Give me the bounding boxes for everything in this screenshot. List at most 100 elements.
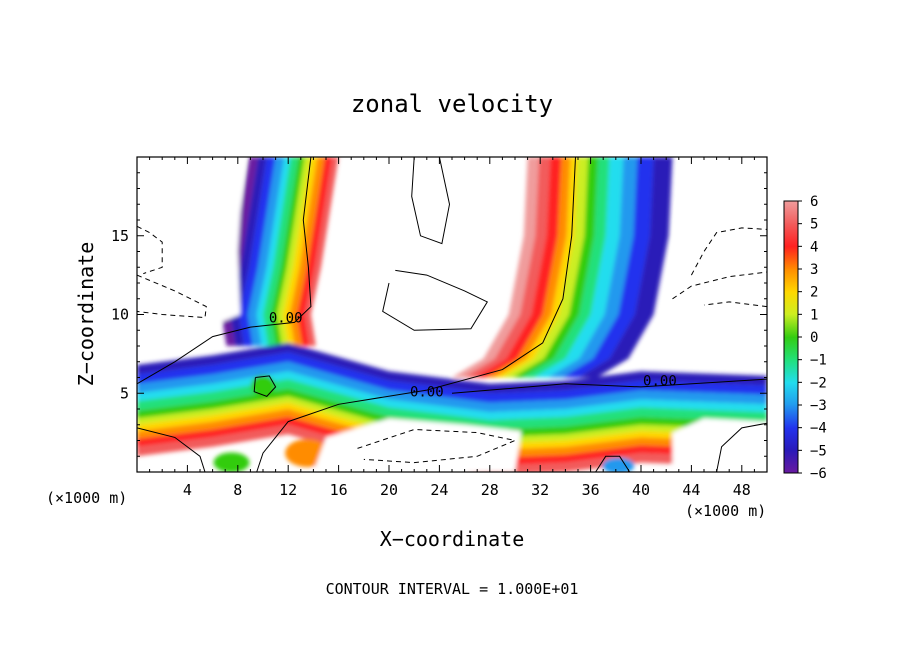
colorbar-tick-label: −5 [810,443,827,459]
layer-band [137,379,767,430]
left-plume-band [263,157,299,346]
colorbar-tick-label: −3 [810,398,827,414]
colorbar-segment [784,405,798,429]
chart-title: zonal velocity [351,90,553,118]
colorbar-segment [784,359,798,383]
left-plume-band [270,157,305,346]
colorbar-segment [784,291,798,315]
green-blob-bottom [213,452,250,472]
right-plume-band [486,157,571,378]
contour-solid [256,157,576,472]
right-plume-band [578,157,673,378]
left-plume-band [283,157,318,346]
x-tick-label: 12 [279,481,297,499]
colorbar-segment [784,314,798,338]
colorbar-tick-label: 6 [810,194,818,210]
left-plume-band [239,157,276,346]
x-tick-label: 16 [330,481,348,499]
contour-label: 0.00 [643,373,677,389]
colorbar: 6 5 4 3 2 1 0 −1 −2 −3 −4 −5 −6 [783,194,827,482]
right-plume-band [502,157,589,378]
right-plume-band [463,157,551,378]
green-blob [251,375,275,396]
colorbar-tick-label: 4 [810,239,818,255]
layer-band [137,409,767,458]
right-plume-band [533,157,624,378]
contour-solid [253,375,277,397]
x-tick-label: 24 [430,481,448,499]
contour-dashed [690,227,767,276]
layer-band [137,388,767,438]
x-tick-label: 48 [733,481,751,499]
y-tick-label: 15 [111,227,129,245]
colorbar-segment [784,382,798,406]
x-tick-label: 36 [582,481,600,499]
colorbar-tick-label: −2 [810,375,827,391]
contour-solid [595,455,631,472]
contour-solid [137,427,206,472]
contour-labels: 0.00 0.00 0.00 [269,310,677,400]
zero-region [344,157,515,339]
x-tick-label: 4 [183,481,192,499]
y-tick-label: 5 [120,384,129,402]
contour-solid [451,378,767,394]
colorbar-segment [784,269,798,293]
left-plume-band [297,157,333,346]
colorbar-tick-label: 0 [810,330,818,346]
right-plume-band [494,157,578,378]
velocity-field [137,157,767,472]
x-tick-label: 40 [632,481,650,499]
colorbar-segment [784,427,798,451]
colorbar-tick-label: 5 [810,217,818,233]
layer-band [137,342,767,394]
colorbar-segment [784,246,798,270]
x-tick-label: 32 [531,481,549,499]
colorbar-segment [784,223,798,247]
contour-solid [382,269,489,331]
right-plume-band [522,157,610,378]
layer-band [137,402,767,450]
zero-region [672,157,767,346]
contour-interval-footer: CONTOUR INTERVAL = 1.000E+01 [326,580,579,598]
colorbar-segment [784,337,798,361]
contour-label: 0.00 [410,384,444,400]
contour-label: 0.00 [269,310,303,326]
contour-solid [137,157,312,385]
colorbar-tick-label: 1 [810,307,818,323]
layer-band [137,396,767,444]
contour-dashed [357,428,517,464]
zero-region [672,418,767,472]
x-tick-label: 8 [233,481,242,499]
contour-dashed [137,225,163,275]
left-plume-band [247,157,285,346]
colorbar-tick-label: −1 [810,353,827,369]
colorbar-tick-label: 2 [810,285,818,301]
y-tick-label: 10 [111,306,129,324]
right-plume-band [547,157,638,378]
colorbar-tick-label: 3 [810,262,818,278]
left-plume-band [256,157,291,346]
right-plume-band [561,157,654,378]
contour-dashed [703,301,767,308]
layer-band [137,352,767,403]
contour-lines [137,157,767,472]
contour-dashed [137,274,207,319]
left-plume-band [276,157,311,346]
left-plume-band [304,157,339,346]
x-tick-label: 44 [682,481,700,499]
contour-dashed [672,271,767,300]
x-tick-label: 20 [380,481,398,499]
right-plume-band [452,157,539,378]
right-plume-band [512,157,599,378]
right-plume-band [474,157,562,378]
layer-band [137,371,767,420]
colorbar-segment [784,201,798,225]
x-units-left: (×1000 m) [46,489,127,507]
x-axis-label: X−coordinate [380,527,525,551]
zero-region [313,418,522,472]
colorbar-tick-label: −4 [810,421,827,437]
y-axis-label: Z−coordinate [74,242,98,387]
